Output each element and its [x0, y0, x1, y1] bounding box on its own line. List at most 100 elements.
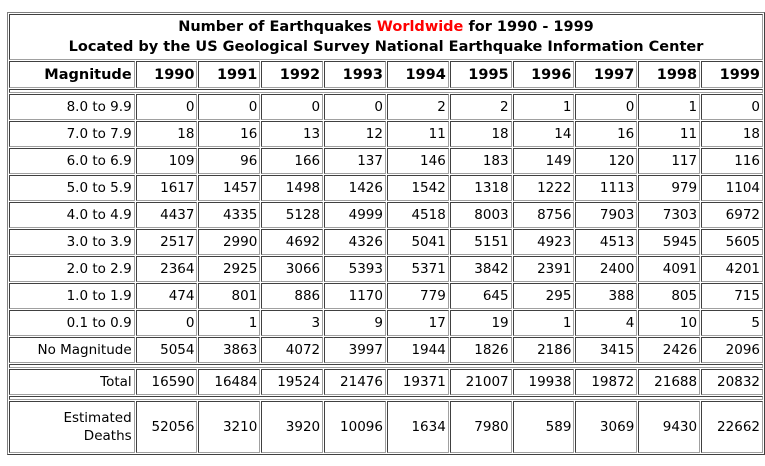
- count-cell: 17: [386, 310, 449, 336]
- count-cell: 9: [324, 310, 386, 336]
- count-cell: 3842: [449, 256, 512, 282]
- deaths-cell: 3069: [575, 401, 638, 453]
- count-cell: 645: [449, 283, 512, 309]
- deaths-cell: 3920: [261, 401, 324, 453]
- magnitude-label: 0.1 to 0.9: [9, 310, 135, 336]
- count-cell: 1498: [261, 175, 324, 201]
- count-cell: 295: [512, 283, 575, 309]
- count-cell: 4326: [324, 229, 386, 255]
- count-cell: 715: [701, 283, 763, 309]
- magnitude-label: 1.0 to 1.9: [9, 283, 135, 309]
- table-row: No Magnitude 5054 3863 4072 3997 1944 1826 2186…: [9, 337, 763, 363]
- count-cell: 801: [198, 283, 261, 309]
- header-magnitude: Magnitude: [9, 61, 135, 88]
- total-cell: 19371: [386, 369, 449, 395]
- magnitude-label: 8.0 to 9.9: [9, 94, 135, 120]
- table-row: 3.0 to 3.9 2517 2990 4692 4326 5041 5151 4923 45…: [9, 229, 763, 255]
- count-cell: 19: [449, 310, 512, 336]
- total-label: Total: [9, 369, 135, 395]
- table-row: 6.0 to 6.9 109 96 166 137 146 183 149 120 117 116: [9, 148, 763, 174]
- count-cell: 2925: [198, 256, 261, 282]
- count-cell: 109: [135, 148, 198, 174]
- count-cell: 1542: [386, 175, 449, 201]
- count-cell: 2096: [701, 337, 763, 363]
- header-year: 1994: [386, 61, 449, 88]
- separator: [9, 364, 763, 368]
- count-cell: 1457: [198, 175, 261, 201]
- total-cell: 16590: [135, 369, 198, 395]
- total-cell: 16484: [198, 369, 261, 395]
- count-cell: 18: [135, 121, 198, 147]
- count-cell: 979: [638, 175, 701, 201]
- count-cell: 3415: [575, 337, 638, 363]
- title-subtitle: Located by the US Geological Survey Nati…: [68, 39, 704, 55]
- count-cell: 1104: [701, 175, 763, 201]
- count-cell: 0: [261, 94, 324, 120]
- count-cell: 779: [386, 283, 449, 309]
- count-cell: 16: [198, 121, 261, 147]
- count-cell: 11: [386, 121, 449, 147]
- count-cell: 4923: [512, 229, 575, 255]
- count-cell: 18: [701, 121, 763, 147]
- count-cell: 4513: [575, 229, 638, 255]
- count-cell: 16: [575, 121, 638, 147]
- count-cell: 14: [512, 121, 575, 147]
- count-cell: 8756: [512, 202, 575, 228]
- header-year: 1993: [324, 61, 386, 88]
- count-cell: 7903: [575, 202, 638, 228]
- count-cell: 137: [324, 148, 386, 174]
- count-cell: 149: [512, 148, 575, 174]
- count-cell: 0: [198, 94, 261, 120]
- count-cell: 183: [449, 148, 512, 174]
- deaths-row: Estimated Deaths 52056 3210 3920 10096 1634 798…: [9, 401, 763, 453]
- header-year: 1997: [575, 61, 638, 88]
- count-cell: 1318: [449, 175, 512, 201]
- count-cell: 5371: [386, 256, 449, 282]
- header-year: 1996: [512, 61, 575, 88]
- count-cell: 2364: [135, 256, 198, 282]
- count-cell: 18: [449, 121, 512, 147]
- count-cell: 4091: [638, 256, 701, 282]
- count-cell: 1: [512, 94, 575, 120]
- header-year: 1992: [261, 61, 324, 88]
- count-cell: 2186: [512, 337, 575, 363]
- deaths-cell: 589: [512, 401, 575, 453]
- deaths-cell: 3210: [198, 401, 261, 453]
- count-cell: 10: [638, 310, 701, 336]
- deaths-cell: 9430: [638, 401, 701, 453]
- magnitude-label: 4.0 to 4.9: [9, 202, 135, 228]
- count-cell: 1826: [449, 337, 512, 363]
- count-cell: 2: [386, 94, 449, 120]
- count-cell: 5945: [638, 229, 701, 255]
- count-cell: 3863: [198, 337, 261, 363]
- count-cell: 4692: [261, 229, 324, 255]
- count-cell: 4072: [261, 337, 324, 363]
- deaths-label: Estimated Deaths: [9, 401, 135, 453]
- count-cell: 2400: [575, 256, 638, 282]
- count-cell: 13: [261, 121, 324, 147]
- count-cell: 0: [135, 310, 198, 336]
- magnitude-label: 3.0 to 3.9: [9, 229, 135, 255]
- count-cell: 117: [638, 148, 701, 174]
- earthquake-table: Number of Earthquakes Worldwide for 1990…: [7, 12, 765, 455]
- table-row: 7.0 to 7.9 18 16 13 12 11 18 14 16 11 18: [9, 121, 763, 147]
- count-cell: 166: [261, 148, 324, 174]
- table-row: 0.1 to 0.9 0 1 3 9 17 19 1 4 10 5: [9, 310, 763, 336]
- count-cell: 120: [575, 148, 638, 174]
- count-cell: 0: [135, 94, 198, 120]
- count-cell: 2426: [638, 337, 701, 363]
- total-row: Total 16590 16484 19524 21476 19371 21007 19938…: [9, 369, 763, 395]
- title-suffix: for 1990 - 1999: [463, 19, 594, 35]
- count-cell: 4201: [701, 256, 763, 282]
- count-cell: 2: [449, 94, 512, 120]
- count-cell: 805: [638, 283, 701, 309]
- count-cell: 146: [386, 148, 449, 174]
- count-cell: 5393: [324, 256, 386, 282]
- table-row: 4.0 to 4.9 4437 4335 5128 4999 4518 8003 8756 79…: [9, 202, 763, 228]
- count-cell: 116: [701, 148, 763, 174]
- count-cell: 2990: [198, 229, 261, 255]
- separator-row: [9, 89, 763, 93]
- count-cell: 886: [261, 283, 324, 309]
- count-cell: 1170: [324, 283, 386, 309]
- count-cell: 1944: [386, 337, 449, 363]
